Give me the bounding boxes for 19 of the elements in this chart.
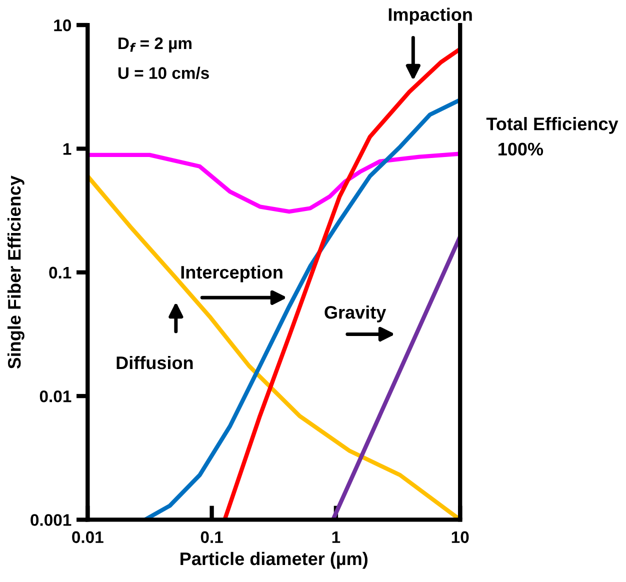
- y-tick-label: 0.001: [30, 514, 72, 526]
- x-tick-label: 0.1: [200, 531, 223, 544]
- y-tick-label: 0.1: [49, 266, 72, 279]
- y-tick-label: 1: [63, 143, 72, 155]
- annotation: Interception: [181, 265, 282, 282]
- text: Total Efficiency: [486, 117, 618, 134]
- y-tick-label: 10: [54, 19, 71, 32]
- annotation: U = 10 cm/s: [118, 66, 209, 80]
- x-axis-title: Particle diameter (µm): [180, 552, 368, 569]
- text: Impaction: [388, 8, 472, 25]
- x-tick-label: 0.01: [72, 531, 104, 544]
- annotation: D$_{f}$ = 2 µm: [118, 37, 192, 53]
- y-tick-label: 0.01: [40, 390, 72, 402]
- y-axis-title: Single Fiber Efficiency: [8, 176, 24, 369]
- annotation: Diffusion: [116, 356, 193, 370]
- x-tick-label: 1: [332, 531, 340, 543]
- annotation: Gravity: [324, 306, 386, 322]
- text: 100%: [498, 142, 544, 156]
- x-tick-label: 10: [452, 531, 469, 544]
